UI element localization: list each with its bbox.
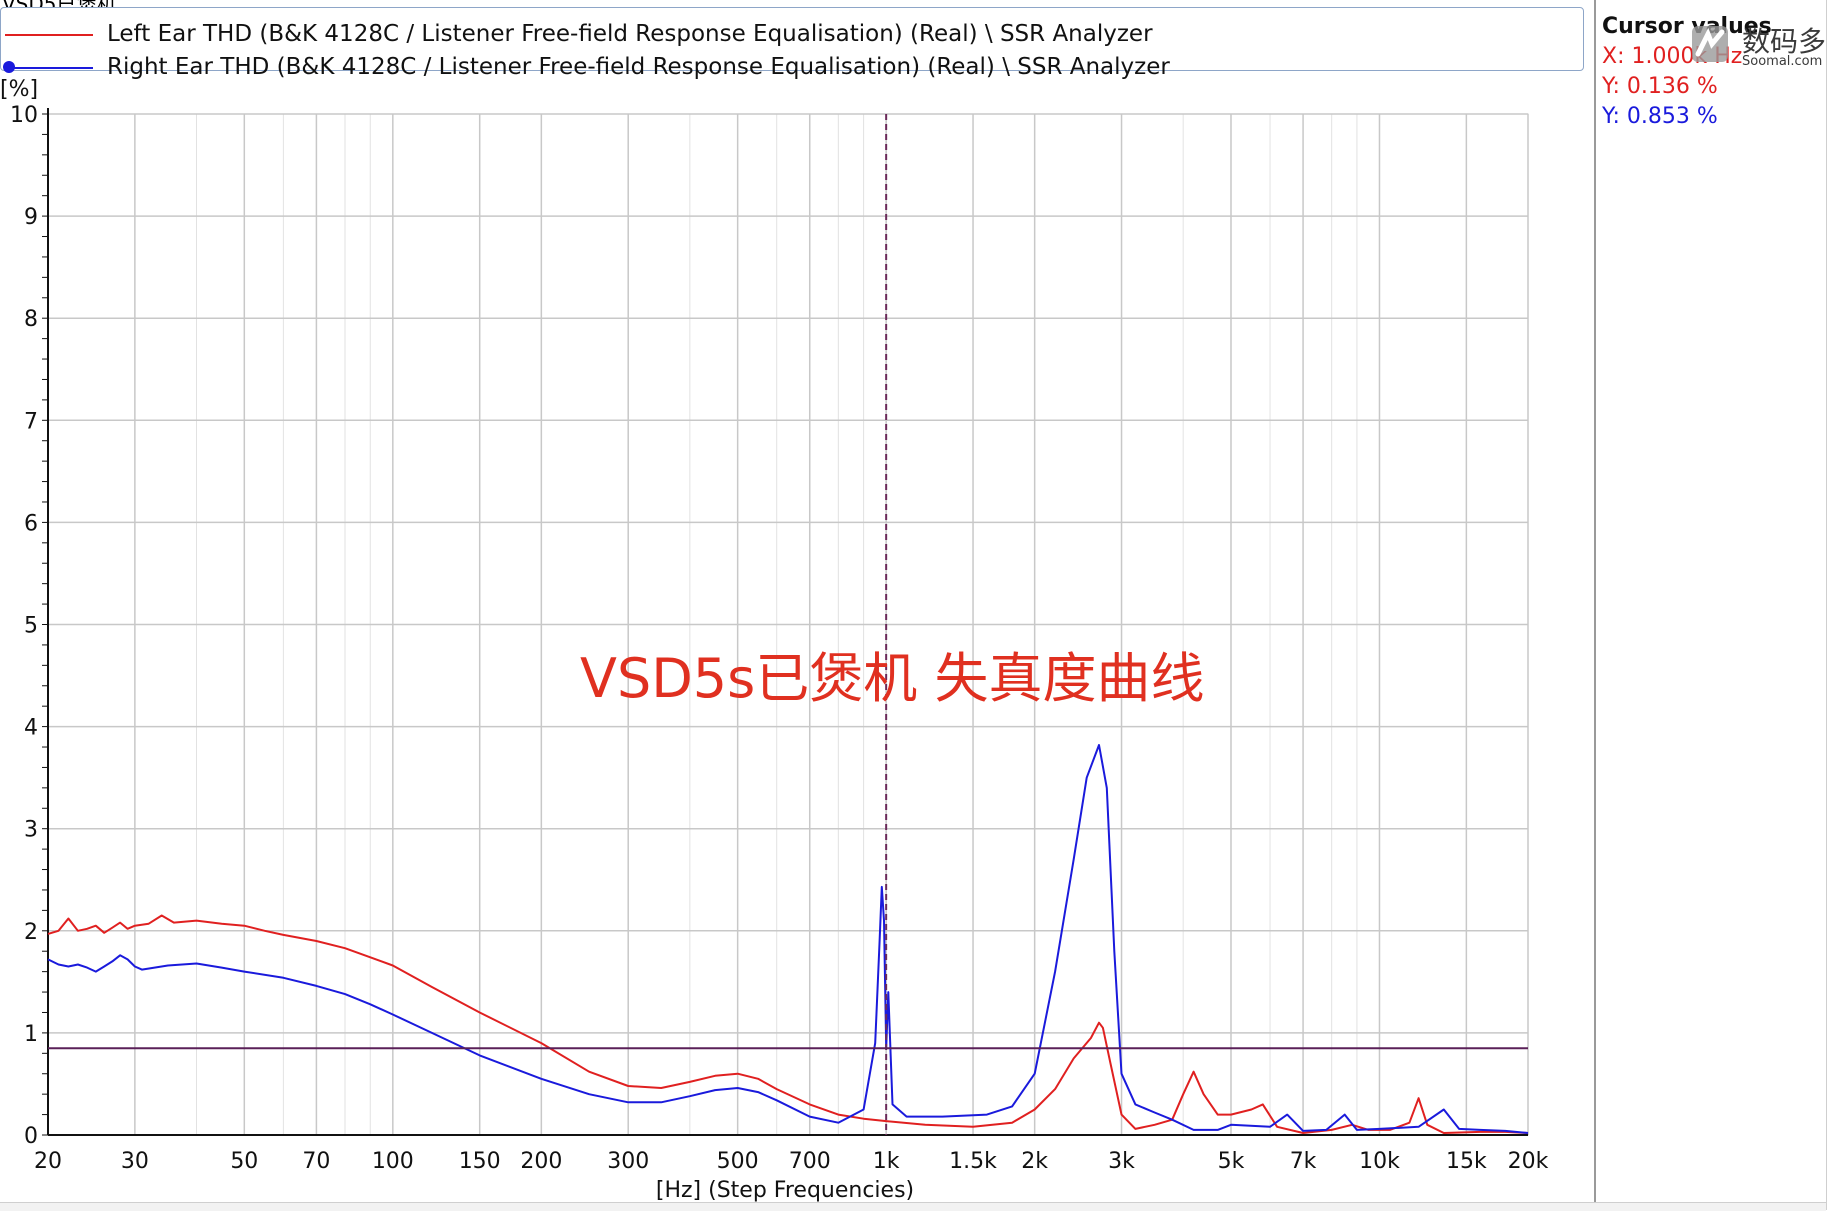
y-tick-label: 1 [24,1022,38,1047]
soomal-logo-icon [1692,26,1728,62]
y-tick-label: 2 [24,920,38,945]
axes: 20 30 50 70 100 150 200 300 500 700 1k 1.5k 2k 3k 5k 7k… [10,103,1549,1174]
x-tick-label: 700 [789,1149,831,1174]
watermark-english: Soomal.com [1742,54,1823,69]
legend: Left Ear THD (B&K 4128C / Listener Free-… [0,7,1584,80]
y-tick-label: 7 [24,409,38,434]
y-tick-label: 8 [24,307,38,332]
watermark-chinese: 数码多 [1742,25,1827,58]
x-tick-label: 70 [302,1149,330,1174]
y-tick-label: 5 [24,614,38,639]
x-tick-label: 50 [230,1149,258,1174]
cursor-values-panel: Cursor values X: 1.000k Hz Y: 0.136 % Y:… [1594,0,1826,1210]
legend-item-right-ear[interactable]: Right Ear THD (B&K 4128C / Listener Free… [1,52,1170,82]
soomal-watermark: 数码多 Soomal.com [1690,18,1840,74]
x-tick-label: 7k [1290,1149,1317,1174]
x-tick-label: 3k [1108,1149,1135,1174]
dot-marker-icon [3,61,15,73]
x-tick-label: 200 [520,1149,562,1174]
bottom-strip [0,1202,1826,1211]
legend-item-left-ear[interactable]: Left Ear THD (B&K 4128C / Listener Free-… [1,19,1153,49]
x-axis-label: [Hz] (Step Frequencies) [656,1178,914,1203]
y-tick-label: 10 [10,103,38,128]
chart-title: VSD5s已煲机 失真度曲线 [580,647,1204,710]
x-tick-label: 2k [1021,1149,1048,1174]
thd-chart: 20 30 50 70 100 150 200 300 500 700 1k 1.5k 2k 3k 5k 7k… [0,77,1549,1203]
x-tick-label: 1.5k [949,1149,997,1174]
x-tick-label: 20 [34,1149,62,1174]
x-tick-label: 30 [121,1149,149,1174]
legend-label-right: Right Ear THD (B&K 4128C / Listener Free… [107,54,1170,80]
x-tick-label: 100 [372,1149,414,1174]
x-tick-label: 15k [1446,1149,1487,1174]
cursor-y-right-value: Y: 0.853 % [1602,104,1718,129]
legend-label-left: Left Ear THD (B&K 4128C / Listener Free-… [107,21,1153,47]
y-tick-label: 3 [24,818,38,843]
cursor-lines [48,114,1528,1135]
legend-swatch-right [1,52,93,82]
y-tick-label: 4 [24,716,38,741]
y-axis-label: [%] [0,77,38,102]
x-tick-label: 300 [607,1149,649,1174]
x-tick-label: 5k [1218,1149,1245,1174]
x-tick-label: 20k [1508,1149,1549,1174]
legend-swatch-left [1,19,93,49]
right-scroll-strip [1826,0,1846,1210]
series [47,744,1529,1134]
y-tick-label: 0 [24,1124,38,1149]
right-ear-thd-line [47,744,1529,1134]
grid [47,113,1529,1136]
x-tick-label: 1k [873,1149,900,1174]
x-tick-label: 500 [717,1149,759,1174]
x-tick-label: 10k [1359,1149,1400,1174]
y-tick-label: 6 [24,511,38,536]
y-tick-label: 9 [24,205,38,230]
cursor-panel-title: Cursor values [1602,14,1772,39]
x-tick-label: 150 [459,1149,501,1174]
cursor-y-left-value: Y: 0.136 % [1602,74,1718,99]
